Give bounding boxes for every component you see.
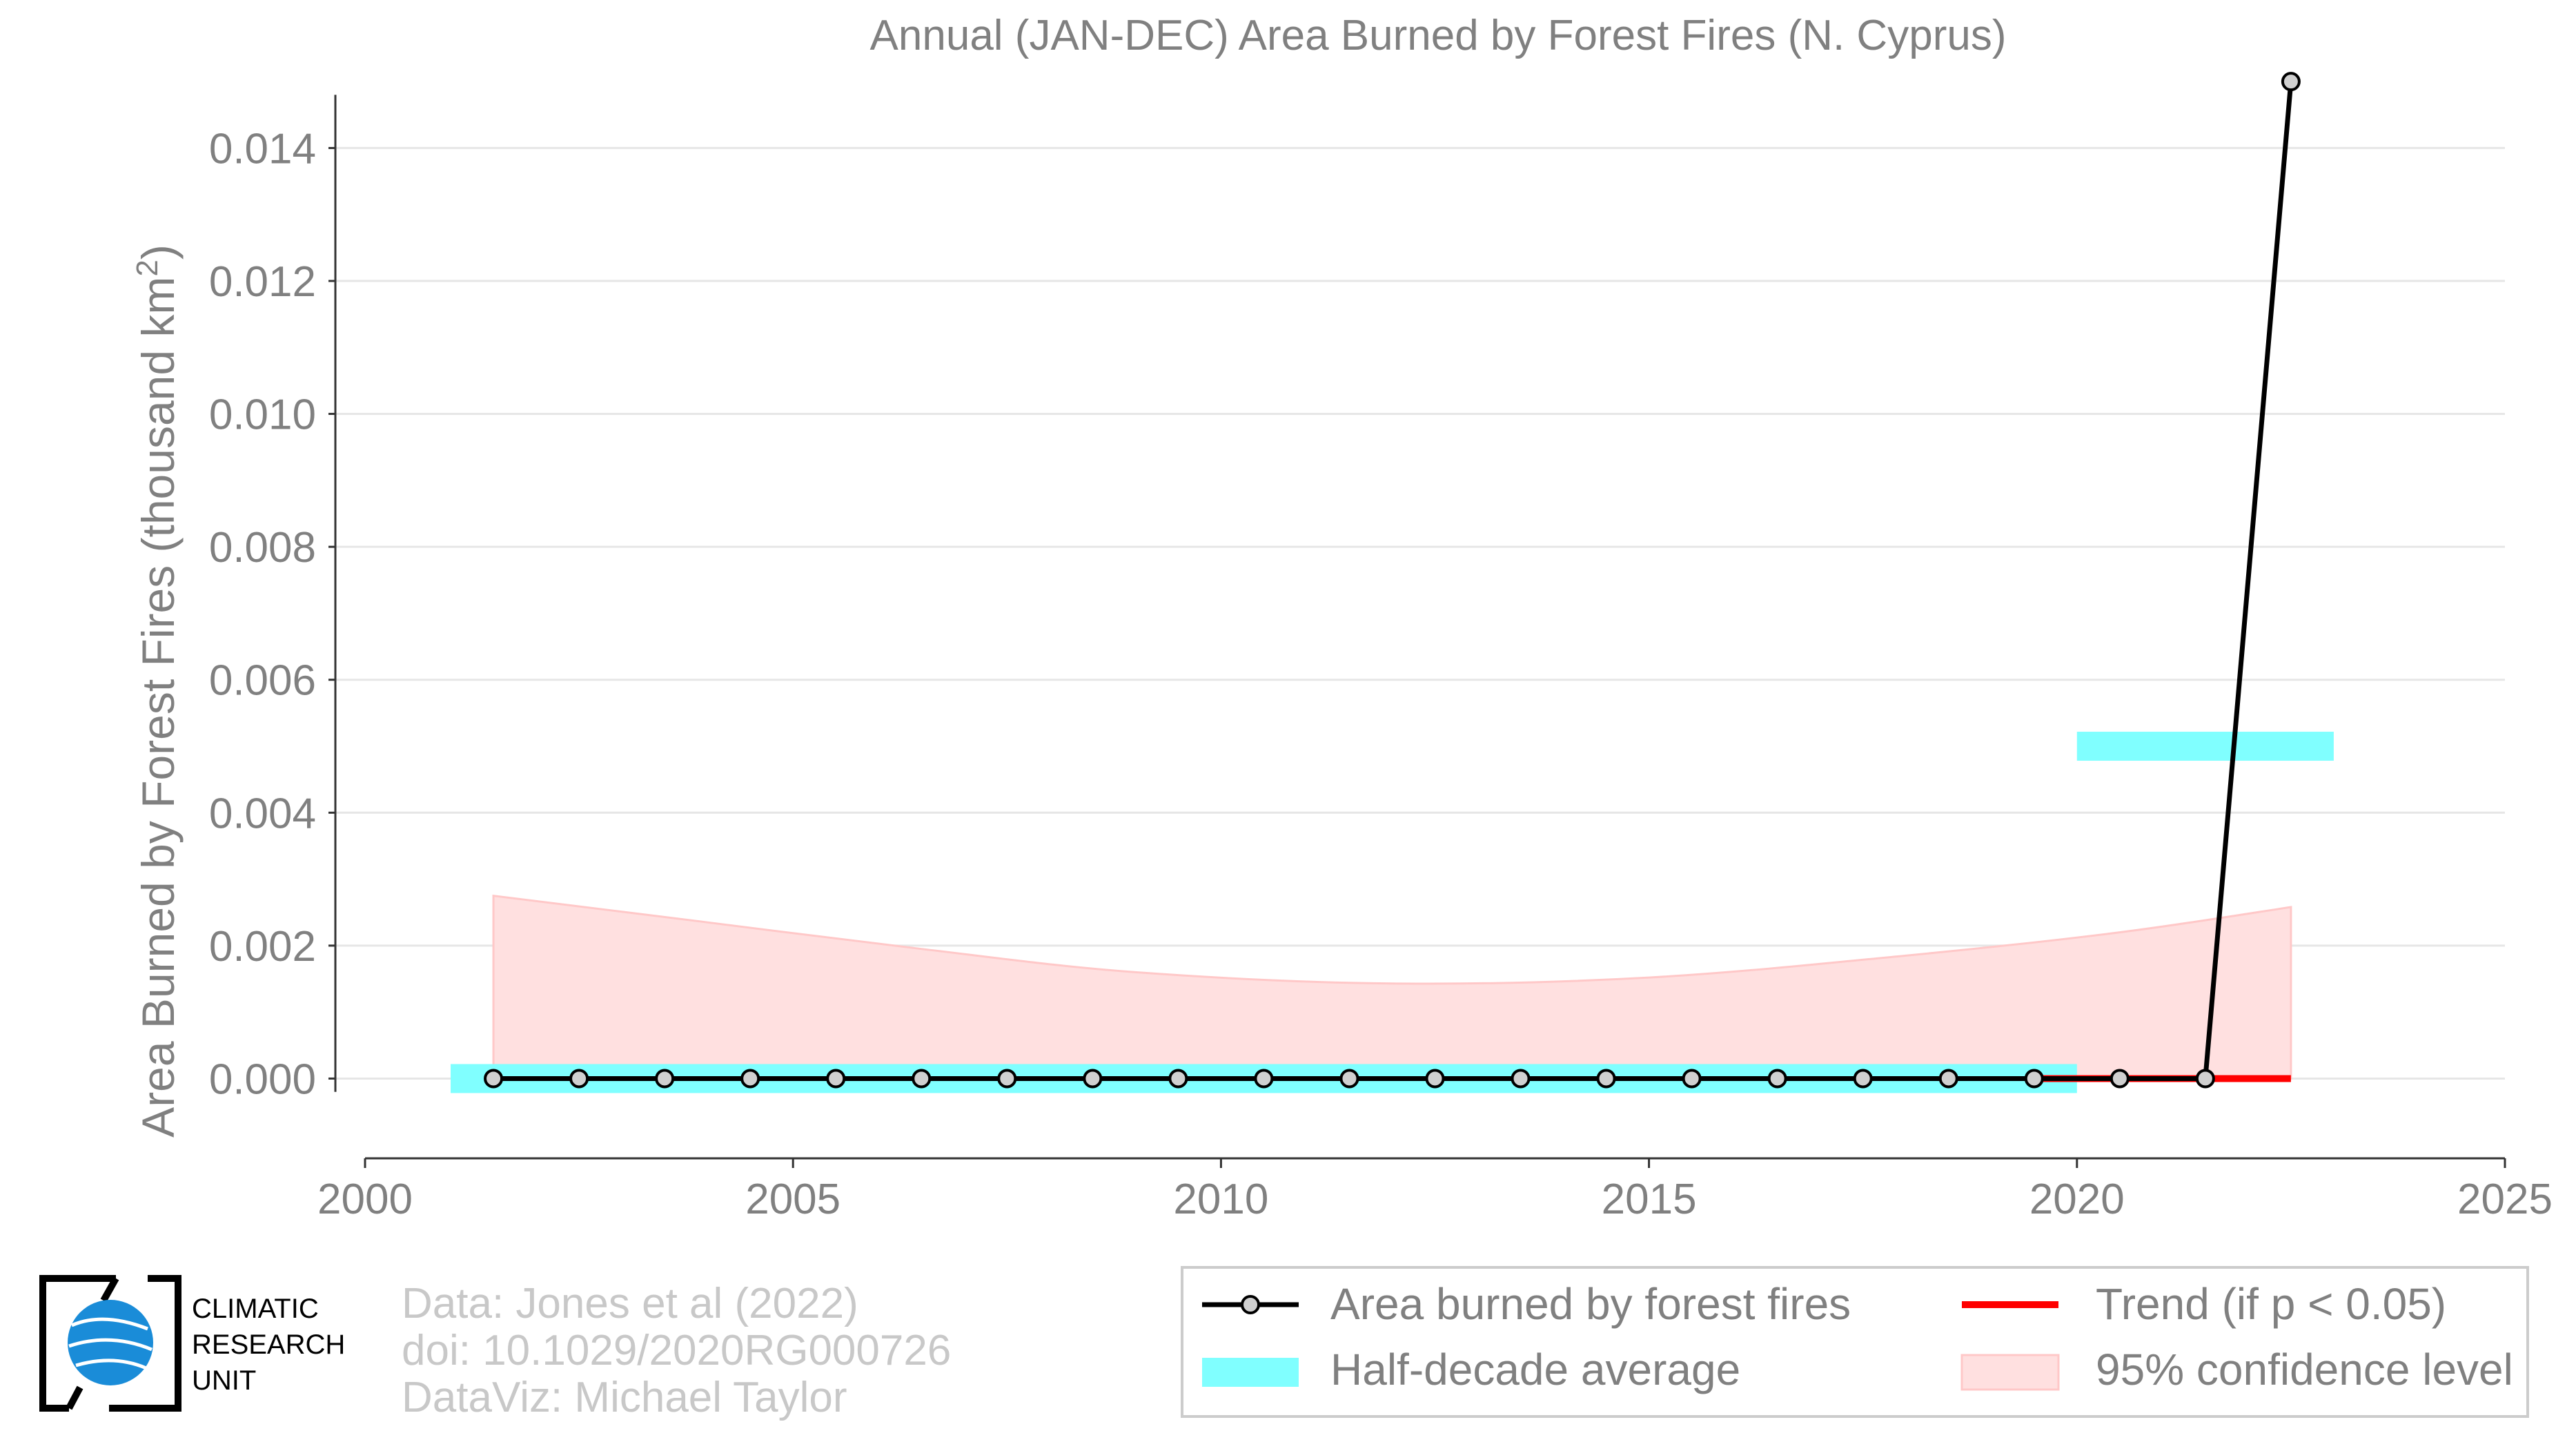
data-point-2 [655,1069,675,1089]
series-line [493,81,2294,1081]
area-burned-series-layer [484,72,2301,1089]
legend-label-confidence: 95% confidence level [2096,1345,2513,1394]
credit-doi: doi: 10.1029/2020RG000726 [402,1327,952,1374]
legend-patch-confidence [1960,1354,2060,1391]
logo-text-line3: UNIT [192,1365,257,1396]
confidence-band [492,894,2292,1080]
legend-box [1181,1266,2529,1418]
y-axis-label-close: ) [132,244,184,260]
logo-frame-left [39,1275,116,1412]
globe-swirl-2 [68,1338,153,1352]
logo-text-line2: RESEARCH [192,1330,346,1360]
legend-label-area-burned: Area burned by forest fires [1330,1279,1851,1329]
data-point-5 [912,1069,932,1089]
data-point-14 [1682,1069,1702,1089]
x-tick-label-2: 2010 [1173,1176,1268,1223]
axes [328,95,2506,1168]
cru-logo [39,1275,181,1412]
data-point-11 [1425,1069,1445,1089]
x-tick-label-1: 2005 [745,1176,840,1223]
x-tick-label-5: 2025 [2457,1176,2553,1223]
y-tick-labels: 0.000 0.002 0.004 0.006 0.008 0.010 0.012 0.014 [209,125,316,1103]
y-tick-label-3: 0.006 [209,657,316,705]
x-tick-label-4: 2020 [2029,1176,2125,1223]
data-point-1 [569,1069,589,1089]
x-tick-labels: 2000 2005 2010 2015 2020 2025 [317,1176,2553,1223]
data-point-3 [740,1069,760,1089]
y-axis-label-main: Area Burned by Forest Fires (thousand km [132,277,184,1138]
x-tick-label-3: 2015 [1602,1176,1697,1223]
legend: Area burned by forest fires Trend (if p … [1181,1266,2529,1418]
data-point-20 [2195,1069,2215,1089]
y-axis-label-superscript: 2 [130,260,164,276]
y-tick-label-0: 0.000 [209,1055,316,1103]
data-point-0 [484,1069,504,1089]
confidence-band-layer [492,894,2292,1080]
credit-data-source: Data: Jones et al (2022) [402,1280,858,1327]
globe-swirl-1 [71,1317,148,1331]
data-point-19 [2110,1069,2130,1089]
data-point-7 [1083,1069,1103,1089]
data-point-18 [2024,1069,2044,1089]
x-tick-label-0: 2000 [317,1176,413,1223]
legend-patch-half-decade [1202,1358,1299,1387]
data-point-12 [1511,1069,1531,1089]
data-point-17 [1938,1069,1958,1089]
data-point-4 [826,1069,846,1089]
y-tick-label-1: 0.002 [209,923,316,971]
y-axis-label: Area Burned by Forest Fires (thousand km… [130,244,184,1138]
logo-frame-slash-bottom [66,1385,83,1410]
logo-text-line1: CLIMATIC [192,1294,319,1324]
data-point-15 [1767,1069,1787,1089]
y-tick-label-4: 0.008 [209,524,316,572]
data-point-8 [1168,1069,1188,1089]
y-tick-label-7: 0.014 [209,125,316,173]
half-decade-bar-1 [2076,732,2334,761]
data-point-13 [1596,1069,1616,1089]
data-point-10 [1339,1069,1359,1089]
y-tick-label-6: 0.012 [209,258,316,306]
legend-label-half-decade: Half-decade average [1330,1345,1740,1394]
data-point-16 [1853,1069,1873,1089]
data-point-6 [997,1069,1017,1089]
credit-dataviz: DataViz: Michael Taylor [402,1374,847,1421]
y-tick-label-2: 0.004 [209,790,316,837]
globe-swirl-3 [75,1359,147,1370]
y-tick-label-5: 0.010 [209,391,316,439]
data-point-21 [2281,72,2301,92]
logo-frame-right [109,1275,181,1412]
logo-frame-slash-top [100,1276,119,1303]
legend-label-trend: Trend (if p < 0.05) [2096,1279,2446,1329]
data-point-9 [1254,1069,1274,1089]
legend-marker-area-burned [1241,1295,1260,1314]
chart-title: Annual (JAN-DEC) Area Burned by Forest F… [870,12,2007,59]
